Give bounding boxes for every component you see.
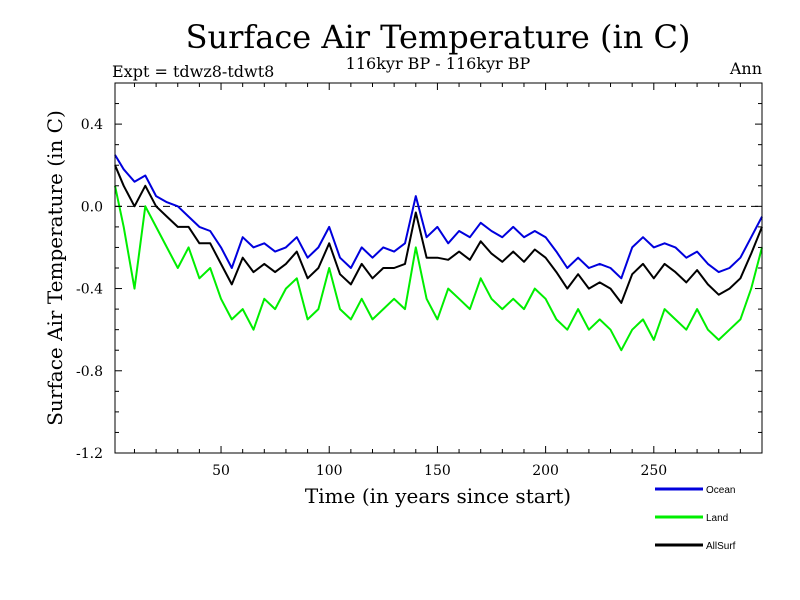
y-tick-label: -0.8 xyxy=(76,364,103,380)
x-tick-label: 150 xyxy=(424,463,451,479)
series-line-land xyxy=(114,185,763,352)
x-tick-label: 250 xyxy=(640,463,667,479)
axis-ticks: 50 100 150 200 250 0.4 0.0 -0.4 -0.8 -1.2 xyxy=(76,83,762,479)
experiment-label: Expt = tdwz8-tdwt8 xyxy=(112,62,274,81)
y-tick-label: -1.2 xyxy=(76,446,103,462)
legend-label-allsurf: AllSurf xyxy=(706,541,736,552)
x-tick-label: 100 xyxy=(316,463,343,479)
plot-frame xyxy=(114,82,763,454)
y-tick-label: 0.4 xyxy=(81,117,103,133)
chart-subtitle: 116kyr BP - 116kyr BP xyxy=(346,54,531,73)
y-axis-label: Surface Air Temperature (in C) xyxy=(43,110,67,426)
series-line-allsurf xyxy=(114,164,763,304)
legend-label-ocean: Ocean xyxy=(706,485,735,496)
chart-title: Surface Air Temperature (in C) xyxy=(186,18,691,56)
x-tick-label: 50 xyxy=(212,463,230,479)
x-tick-label: 200 xyxy=(532,463,559,479)
legend-label-land: Land xyxy=(706,513,728,524)
y-tick-label: -0.4 xyxy=(76,282,103,298)
x-axis-label: Time (in years since start) xyxy=(305,484,571,508)
series-line-ocean xyxy=(114,154,763,280)
legend: Ocean Land AllSurf xyxy=(655,485,736,552)
y-tick-label: 0.0 xyxy=(81,199,103,215)
period-label: Ann xyxy=(729,59,762,78)
series-lines xyxy=(114,154,763,352)
